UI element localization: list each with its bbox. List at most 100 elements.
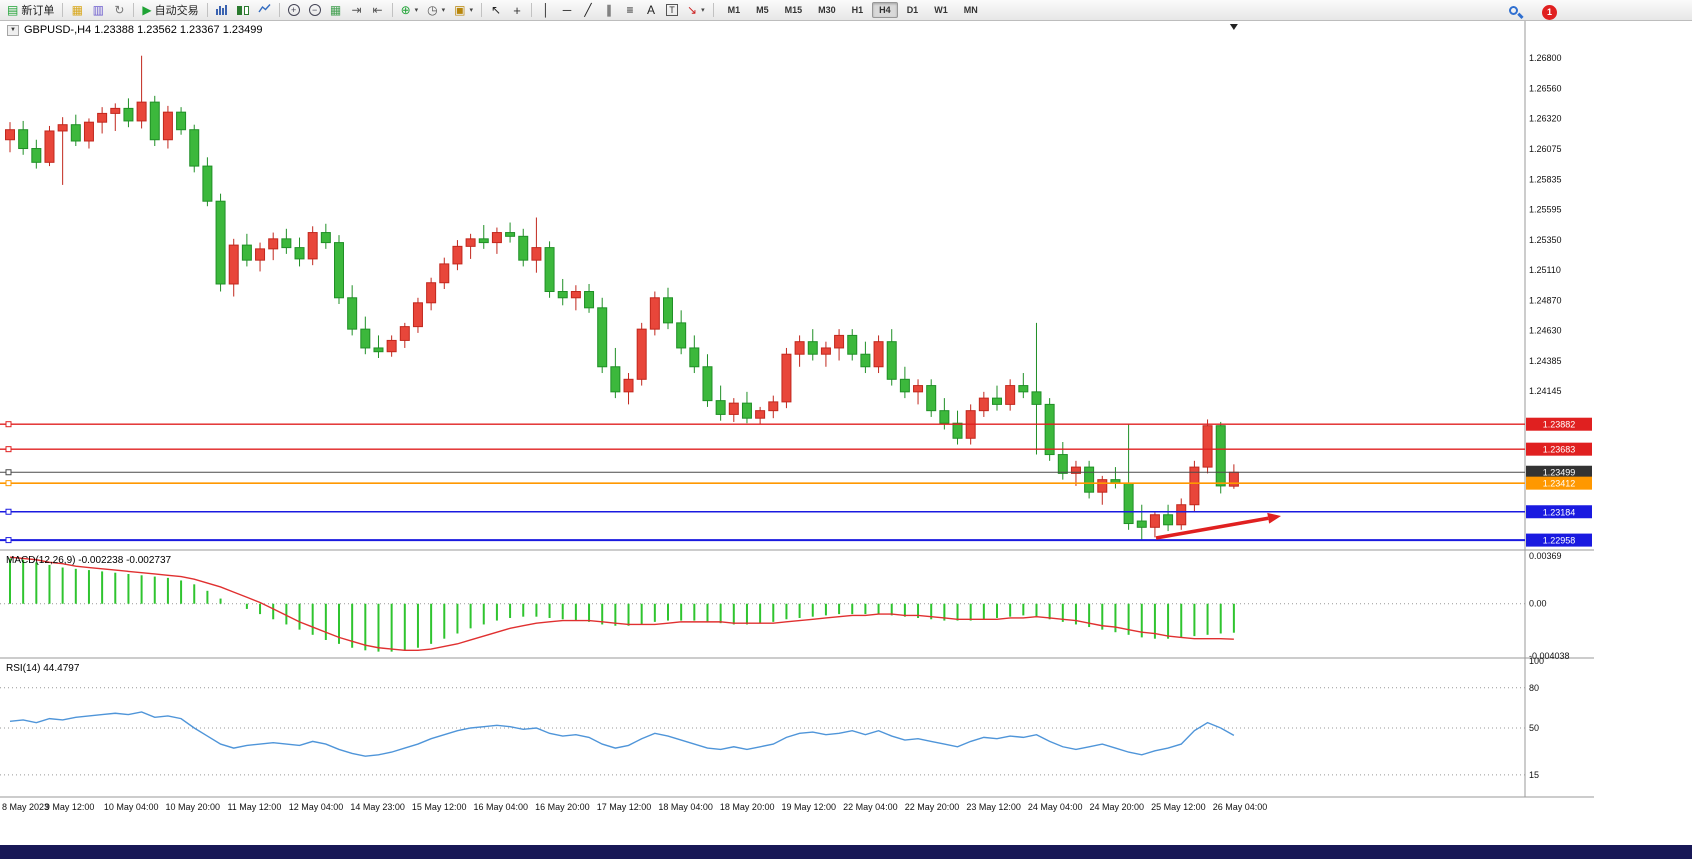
price-axis[interactable]: 1.26800 1.26560 1.26320 1.26075 1.25835 1.255… bbox=[1529, 53, 1562, 396]
candle-body bbox=[794, 341, 805, 355]
timeframe-m1-button[interactable]: M1 bbox=[721, 2, 748, 18]
trend-arrow[interactable] bbox=[1155, 512, 1281, 540]
svg-text:18 May 20:00: 18 May 20:00 bbox=[720, 802, 775, 812]
autotrading-button[interactable]: ▶ 自动交易 bbox=[138, 1, 202, 19]
candle-body bbox=[939, 410, 950, 424]
line-handle[interactable] bbox=[5, 537, 12, 544]
candle-body bbox=[1031, 391, 1042, 405]
svg-text:-0.004038: -0.004038 bbox=[1529, 651, 1570, 661]
candle-body bbox=[215, 200, 226, 285]
horizontal-line[interactable] bbox=[0, 421, 1525, 428]
tile-windows-button[interactable]: ▦ bbox=[326, 1, 346, 19]
price-tag: 1.23882 bbox=[1526, 417, 1592, 431]
svg-text:10 May 20:00: 10 May 20:00 bbox=[166, 802, 221, 812]
text-icon: A bbox=[647, 3, 656, 17]
candle-body bbox=[439, 263, 450, 284]
candle-body bbox=[452, 245, 463, 265]
indicators-button[interactable]: ⊕ ▾ bbox=[397, 1, 423, 19]
candle-body bbox=[202, 165, 213, 202]
price-tag: 1.23412 bbox=[1526, 476, 1592, 490]
new-chart-icon: ▦ bbox=[71, 3, 84, 17]
line-handle[interactable] bbox=[5, 469, 12, 476]
dropdown-caret-icon: ▾ bbox=[701, 7, 705, 14]
candle-body bbox=[847, 334, 858, 355]
zoom-out-button[interactable]: − bbox=[305, 1, 325, 19]
svg-text:1.25595: 1.25595 bbox=[1529, 204, 1562, 214]
label-button[interactable]: T bbox=[662, 1, 682, 19]
bottom-bar bbox=[0, 845, 1692, 859]
profiles-button[interactable]: ▥ bbox=[88, 1, 108, 19]
search-button[interactable] bbox=[1505, 3, 1526, 21]
timeframe-m5-button[interactable]: M5 bbox=[749, 2, 776, 18]
zoom-in-button[interactable]: + bbox=[284, 1, 304, 19]
refresh-button[interactable]: ↻ bbox=[109, 1, 129, 19]
svg-text:24 May 04:00: 24 May 04:00 bbox=[1028, 802, 1083, 812]
candle-body bbox=[162, 111, 173, 141]
timeframe-mn-button[interactable]: MN bbox=[957, 2, 985, 18]
timeframe-m30-button[interactable]: M30 bbox=[811, 2, 843, 18]
chart-title: ▼ GBPUSD-,H4 1.23388 1.23562 1.23367 1.2… bbox=[7, 24, 262, 36]
candle-body bbox=[1163, 514, 1174, 526]
candle-body bbox=[636, 328, 647, 380]
horizontal-line[interactable] bbox=[0, 446, 1525, 453]
crosshair-button[interactable]: + bbox=[507, 1, 527, 19]
timeframe-h1-button[interactable]: H1 bbox=[845, 2, 871, 18]
new-order-button[interactable]: ▤ 新订单 bbox=[3, 1, 58, 19]
chart-candles-button[interactable] bbox=[233, 1, 253, 19]
fibonacci-button[interactable]: ≡ bbox=[620, 1, 640, 19]
candle-body bbox=[1044, 403, 1055, 456]
horizontal-line[interactable] bbox=[0, 469, 1525, 476]
trendline-button[interactable]: ╱ bbox=[578, 1, 598, 19]
channel-button[interactable]: ∥ bbox=[599, 1, 619, 19]
chart-line-button[interactable] bbox=[254, 1, 275, 19]
candle-body bbox=[478, 238, 489, 244]
candle-body bbox=[781, 353, 792, 403]
chart-bars-button[interactable] bbox=[212, 1, 232, 19]
chart-shift-icon: ⇤ bbox=[372, 3, 383, 17]
candle-body bbox=[623, 378, 634, 393]
svg-text:1.26320: 1.26320 bbox=[1529, 113, 1562, 123]
chart-dropdown-icon[interactable]: ▼ bbox=[7, 24, 19, 36]
vertical-line-button[interactable]: │ bbox=[536, 1, 556, 19]
svg-text:10 May 04:00: 10 May 04:00 bbox=[104, 802, 159, 812]
horizontal-line[interactable] bbox=[0, 480, 1525, 487]
horizontal-line[interactable] bbox=[0, 537, 1525, 544]
horizontal-line[interactable] bbox=[0, 508, 1525, 515]
arrows-button[interactable]: ↘ ▾ bbox=[683, 1, 709, 19]
candle-body bbox=[149, 101, 160, 141]
line-handle[interactable] bbox=[5, 508, 12, 515]
indicators-icon: ⊕ bbox=[400, 3, 411, 17]
svg-text:22 May 04:00: 22 May 04:00 bbox=[843, 802, 898, 812]
candle-body bbox=[663, 297, 673, 324]
svg-text:8 May 2023: 8 May 2023 bbox=[2, 802, 49, 812]
auto-scroll-button[interactable]: ⇥ bbox=[347, 1, 367, 19]
timeframe-m15-button[interactable]: M15 bbox=[778, 2, 810, 18]
periods-button[interactable]: ◷ ▾ bbox=[423, 1, 449, 19]
notification-badge[interactable]: 1 bbox=[1542, 4, 1557, 20]
chart-canvas[interactable]: 1.26800 1.26560 1.26320 1.26075 1.25835 1.255… bbox=[0, 21, 1692, 845]
cursor-button[interactable]: ↖ bbox=[486, 1, 506, 19]
chart-window[interactable]: 1.26800 1.26560 1.26320 1.26075 1.25835 1.255… bbox=[0, 21, 1692, 845]
timeframe-h4-button[interactable]: H4 bbox=[872, 2, 898, 18]
svg-text:14 May 23:00: 14 May 23:00 bbox=[350, 802, 405, 812]
text-button[interactable]: A bbox=[641, 1, 661, 19]
tile-windows-icon: ▦ bbox=[329, 3, 342, 17]
templates-button[interactable]: ▣ ▾ bbox=[450, 1, 477, 19]
candle-body bbox=[597, 307, 608, 368]
chart-shift-button[interactable]: ⇤ bbox=[368, 1, 388, 19]
candle-body bbox=[1202, 425, 1213, 468]
svg-text:22 May 20:00: 22 May 20:00 bbox=[905, 802, 960, 812]
candle-body bbox=[334, 242, 344, 299]
new-chart-button[interactable]: ▦ bbox=[67, 1, 87, 19]
horizontal-line-button[interactable]: ─ bbox=[557, 1, 577, 19]
line-handle[interactable] bbox=[5, 446, 12, 453]
line-handle[interactable] bbox=[5, 480, 12, 487]
svg-text:100: 100 bbox=[1529, 656, 1544, 666]
line-handle[interactable] bbox=[5, 421, 12, 428]
candle-body bbox=[189, 129, 200, 167]
zoom-out-icon: − bbox=[308, 4, 321, 16]
timeframe-w1-button[interactable]: W1 bbox=[927, 2, 955, 18]
price-tag: 1.23499 bbox=[1526, 465, 1592, 479]
timeframe-d1-button[interactable]: D1 bbox=[900, 2, 926, 18]
